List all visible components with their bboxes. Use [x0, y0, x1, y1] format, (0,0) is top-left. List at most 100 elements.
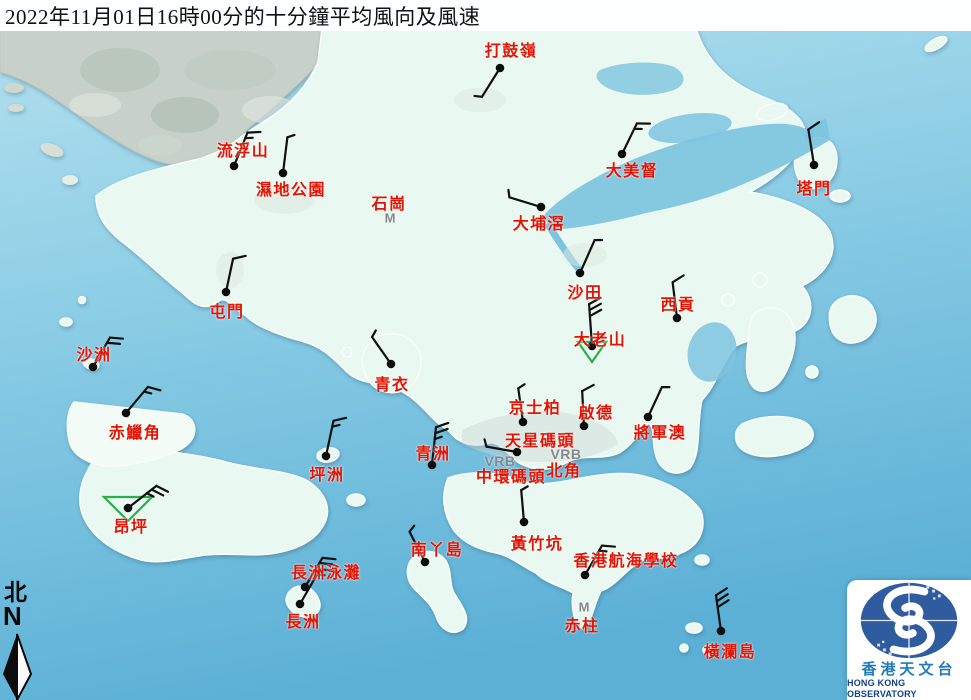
station-屯門: [221, 254, 247, 297]
station-昂坪: [101, 484, 170, 523]
station-打鼓嶺: [473, 63, 505, 98]
variable-wind-marker: VRB: [484, 453, 516, 469]
station-dot: [519, 517, 529, 527]
wind-barb-staff: [517, 387, 525, 424]
inner-waters: [216, 62, 830, 462]
station-label: 天星碼頭: [504, 433, 576, 450]
station-dot: [386, 359, 396, 369]
station-label: 塔門: [796, 181, 832, 198]
station-dot: [809, 160, 819, 170]
station-dot: [221, 287, 231, 297]
wind-barb-full: [318, 568, 335, 572]
station-label: 屯門: [209, 304, 245, 321]
wind-barb-full: [321, 556, 337, 561]
station-dot: [580, 570, 590, 580]
station-label: 橫瀾島: [703, 644, 757, 661]
wind-barb-staff: [807, 128, 816, 167]
wind-barb-full: [588, 308, 603, 318]
station-dot: [420, 557, 430, 567]
station-label: 赤柱: [564, 618, 600, 635]
gust-triangle-icon: [101, 495, 155, 523]
hko-logo-emblem: [860, 582, 958, 659]
wind-barb-staff: [578, 239, 596, 275]
station-流浮山: [229, 130, 262, 171]
wind-barb-half: [370, 329, 377, 339]
station-dot: [716, 626, 726, 636]
missing-data-marker: M: [578, 599, 590, 615]
wind-barb-full: [600, 544, 617, 548]
station-label: 沙洲: [76, 347, 112, 364]
station-label: 坪洲: [309, 467, 345, 484]
station-西貢: [671, 274, 685, 323]
wind-barb-full: [434, 427, 449, 435]
hong-kong-landmasses: [59, 27, 948, 656]
missing-data-marker: M: [384, 210, 396, 226]
station-label: 大美督: [605, 163, 659, 180]
wind-barb-staff: [281, 136, 289, 175]
station-label: 中環碼頭: [475, 469, 547, 486]
station-label: 西貢: [660, 297, 696, 314]
wind-barb-full: [105, 341, 122, 345]
station-沙田: [575, 238, 604, 278]
station-dot: [321, 451, 331, 461]
wind-barb-staff: [581, 389, 586, 428]
station-赤鱲角: [121, 385, 162, 418]
station-dot: [536, 202, 546, 212]
wind-barb-staff: [671, 281, 679, 320]
wind-barb-full: [146, 385, 162, 392]
wind-barb-staff: [408, 530, 427, 564]
wind-barb-half: [142, 390, 153, 395]
station-dot: [88, 362, 98, 372]
station-將軍澳: [643, 385, 671, 422]
station-黃竹坑: [519, 485, 529, 527]
station-天星碼頭: [483, 438, 522, 457]
station-label: 打鼓嶺: [484, 43, 538, 60]
wind-barb-staff: [520, 489, 526, 524]
compass-north-en: N: [3, 601, 22, 631]
wind-barb-half: [507, 188, 511, 199]
station-塔門: [807, 121, 821, 170]
wind-barb-half: [433, 435, 443, 441]
stations-layer: [88, 63, 821, 636]
hko-logo-name-zh: 香港天文台: [861, 661, 957, 678]
station-dot: [121, 408, 131, 418]
station-dot: [427, 460, 437, 470]
hko-logo: 香港天文台 HONG KONG OBSERVATORY: [847, 580, 971, 700]
station-坪洲: [321, 416, 348, 461]
wind-barb-staff: [370, 335, 393, 366]
station-啟德: [579, 383, 595, 431]
station-label: 香港航海學校: [573, 553, 679, 570]
station-dot: [278, 168, 288, 178]
station-濕地公園: [278, 133, 296, 178]
wind-barb-full: [108, 336, 125, 340]
wind-barb-staff: [646, 385, 664, 419]
station-label: 濕地公園: [255, 182, 327, 199]
station-南丫島: [408, 524, 430, 567]
station-dot: [672, 313, 682, 323]
station-label: 將軍澳: [633, 425, 687, 442]
hko-logo-name-en: HONG KONG OBSERVATORY: [847, 678, 917, 699]
station-香港航海學校: [580, 544, 617, 580]
station-label: 赤鱲角: [108, 425, 162, 442]
station-京士柏: [517, 383, 528, 427]
title-bar: 2022年11月01日16時00分的十分鐘平均風向及風速: [0, 0, 971, 31]
wind-barb-full: [587, 296, 602, 306]
station-label: 南丫島: [410, 542, 464, 559]
wind-barb-full: [150, 488, 165, 497]
station-label: 北角: [546, 463, 582, 480]
station-label: 青洲: [415, 446, 451, 463]
station-label: 黃竹坑: [510, 536, 564, 553]
wind-barb-half: [331, 423, 341, 428]
wind-barb-half: [473, 94, 484, 98]
station-dot: [300, 582, 310, 592]
station-dot: [512, 447, 522, 457]
station-label: 大埔滘: [512, 216, 566, 233]
wind-barb-full: [715, 593, 729, 603]
wind-barb-full: [246, 130, 262, 134]
wind-barb-full: [155, 484, 170, 493]
wind-barb-full: [332, 416, 348, 422]
station-大埔滘: [507, 188, 546, 212]
station-橫瀾島: [714, 587, 730, 636]
